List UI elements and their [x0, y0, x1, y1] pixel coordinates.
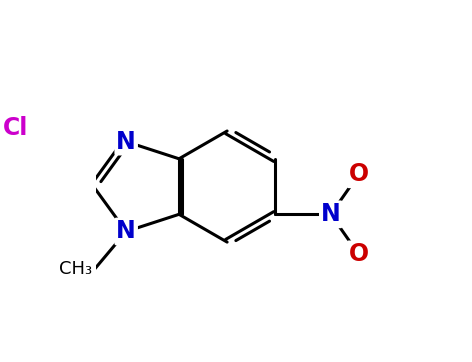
Text: N: N — [116, 130, 136, 153]
Text: CH₃: CH₃ — [59, 260, 92, 278]
Text: O: O — [349, 243, 369, 266]
Text: N: N — [321, 202, 341, 226]
Text: Cl: Cl — [3, 116, 28, 140]
Text: O: O — [349, 162, 369, 186]
Text: N: N — [116, 219, 136, 244]
